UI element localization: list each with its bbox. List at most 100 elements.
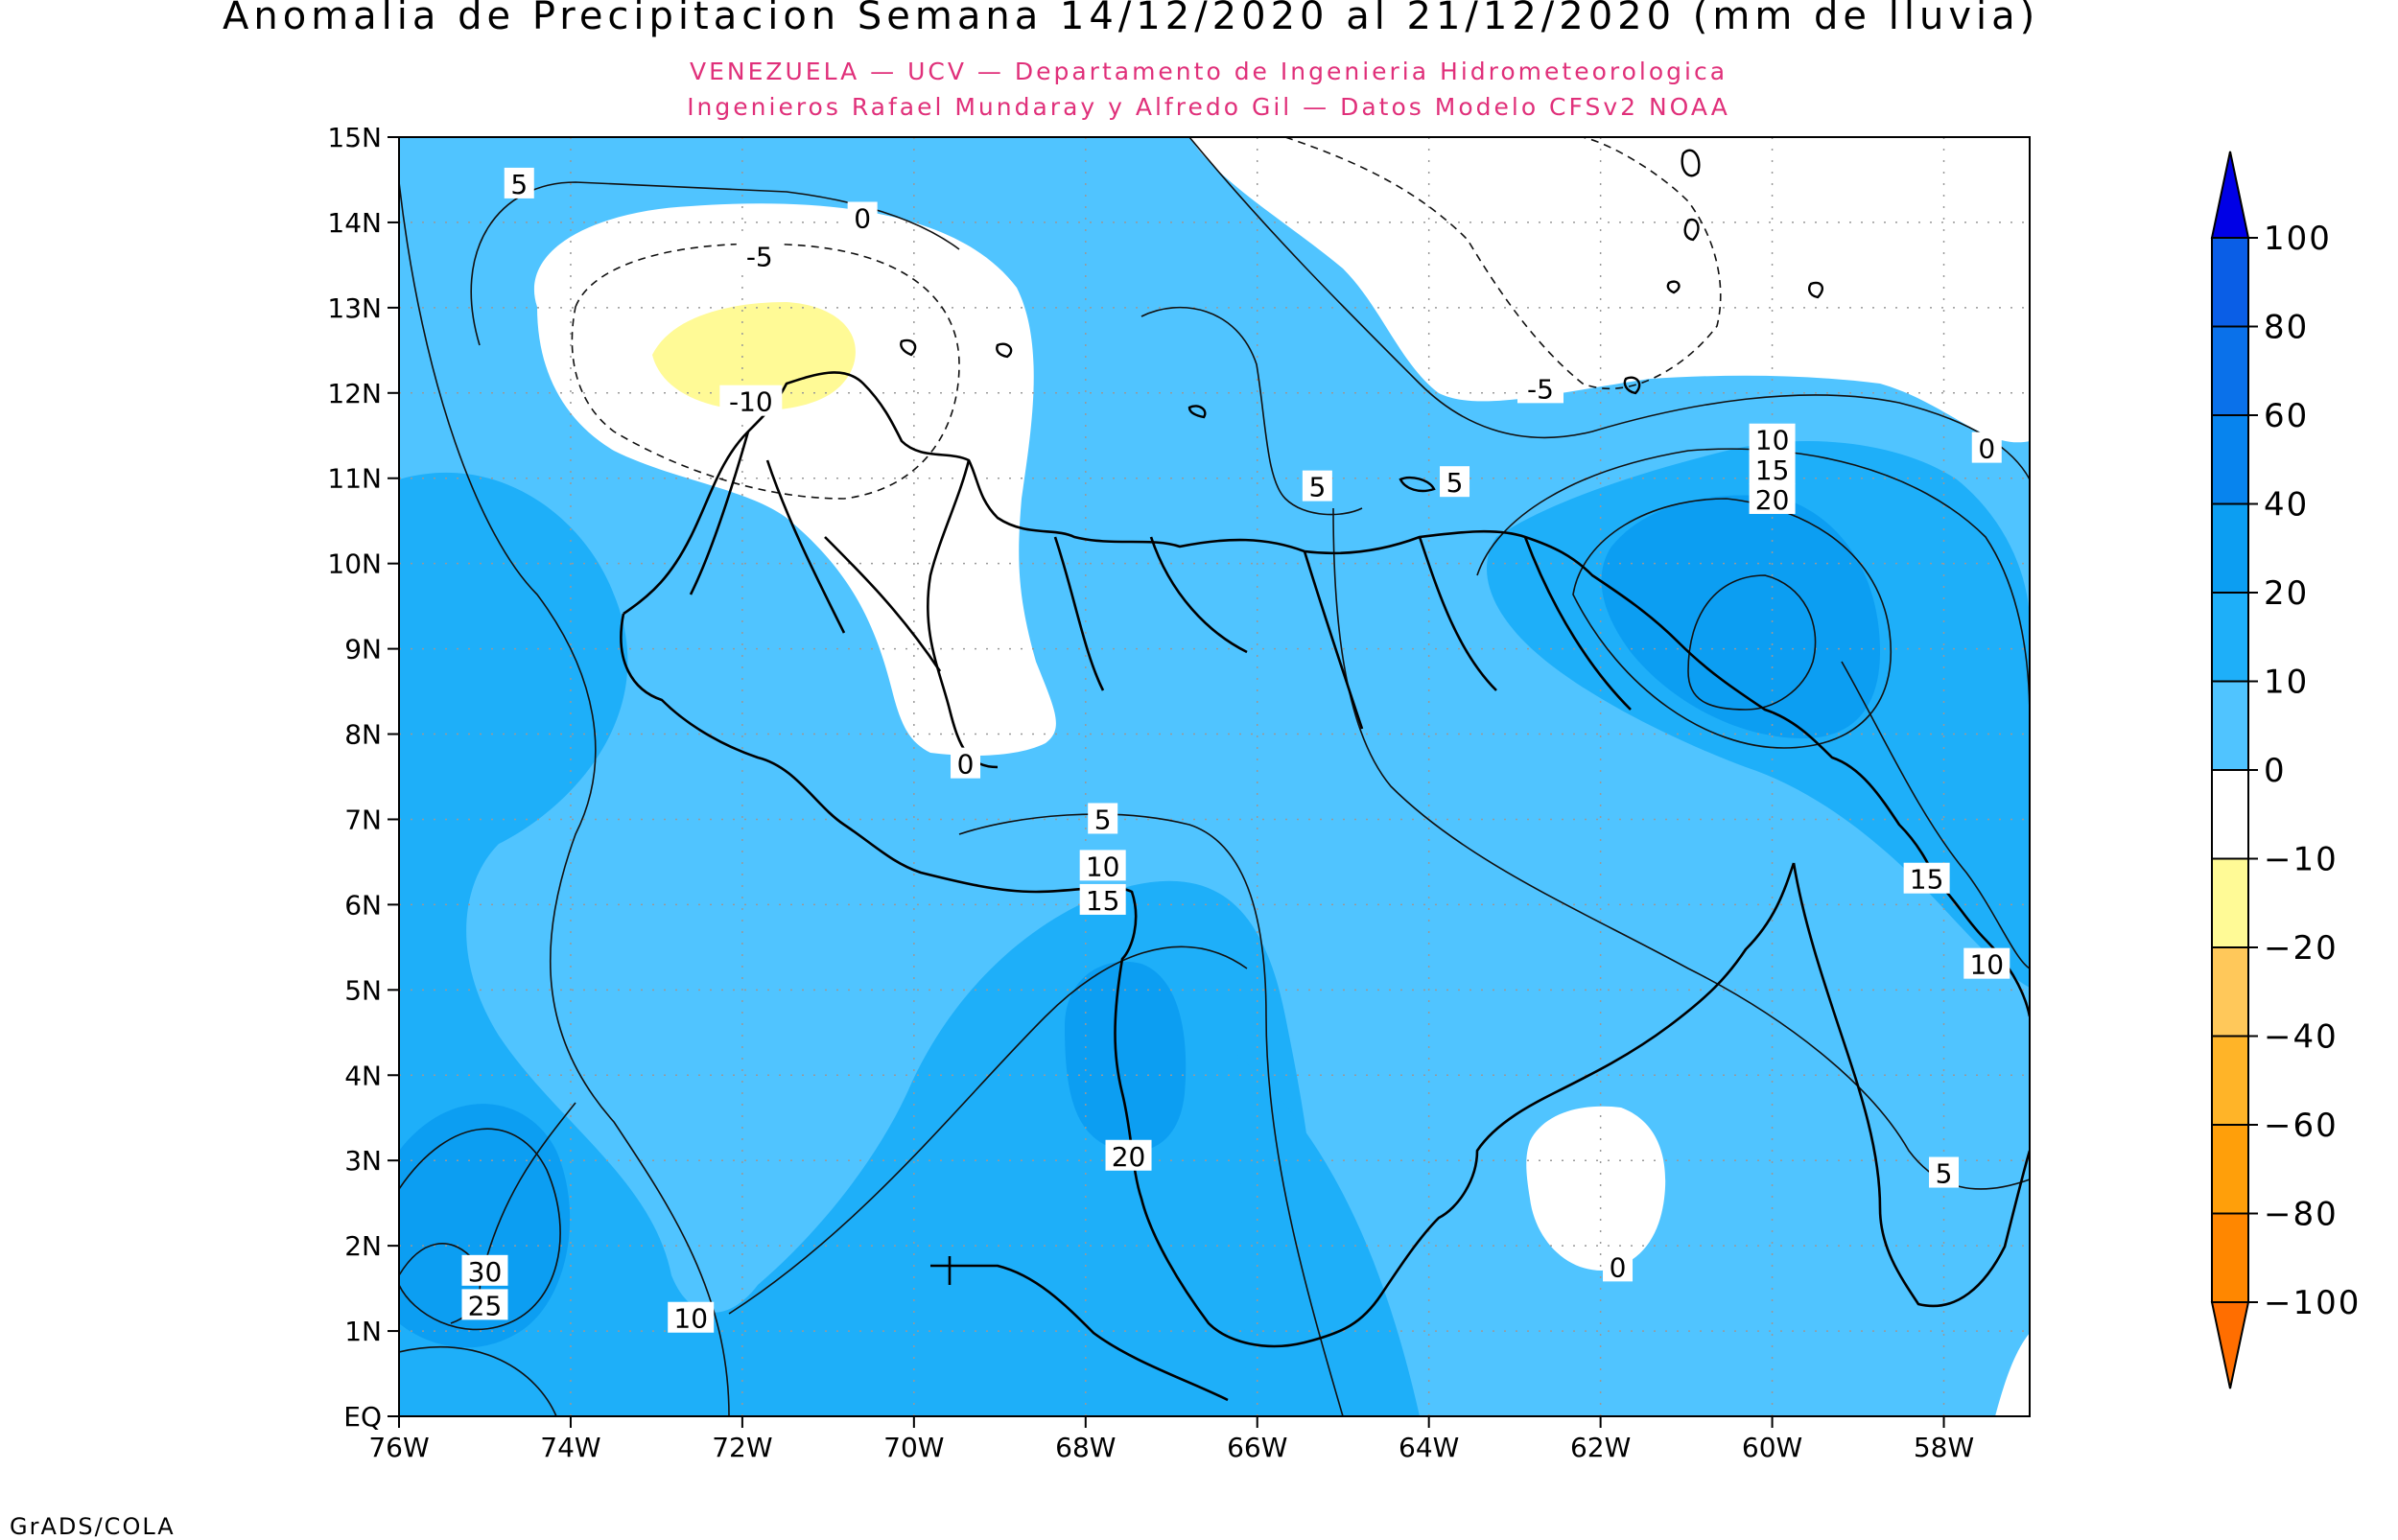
axis-ticks xyxy=(388,136,1945,1428)
y-tick-label: 7N xyxy=(344,804,382,835)
fill-negative-southeast xyxy=(1995,1333,2030,1416)
subtitle-authors: Ingenieros Rafael Mundaray y Alfredo Gil… xyxy=(687,93,1730,121)
colorbar-block xyxy=(2211,769,2249,860)
y-axis-labels: EQ 1N 2N 3N 4N 5N 6N 7N 8N 9N 10N 11N 12N 13N 14N 15N xyxy=(327,122,382,1433)
southern-border xyxy=(620,613,1796,1348)
contour-label-bg xyxy=(847,201,878,233)
colorbar-block xyxy=(2211,502,2249,594)
fill-negative-northeast xyxy=(1189,137,2030,443)
colorbar-label: 10 xyxy=(2264,664,2309,702)
contour-label: 5 xyxy=(510,169,528,200)
contour-label: 5 xyxy=(1308,472,1326,503)
contour-label: 15 xyxy=(1086,885,1120,917)
x-tick-label: 62W xyxy=(1570,1432,1631,1463)
y-tick-label: 14N xyxy=(327,207,382,239)
colorbar-block xyxy=(2211,325,2249,416)
contour-label: 10 xyxy=(1969,949,2004,981)
y-tick-label: 4N xyxy=(344,1060,382,1091)
contour-label: 10 xyxy=(673,1303,708,1335)
contour-label-bg xyxy=(1440,466,1470,498)
contour-label-bg xyxy=(1749,423,1796,455)
colorbar-label: 100 xyxy=(2264,220,2332,258)
contour-label-bg xyxy=(461,1254,508,1286)
contour-line xyxy=(399,1345,557,1416)
x-tick-label: 58W xyxy=(1914,1432,1974,1463)
contour-label-bg xyxy=(1105,1139,1152,1171)
guyana-border xyxy=(1792,862,2030,1308)
colorbar-block xyxy=(2211,1212,2249,1303)
contour-label-bg xyxy=(1517,372,1563,404)
colorbar-label: −20 xyxy=(2264,929,2339,968)
contour-label: 5 xyxy=(1936,1158,1953,1190)
coastline-border xyxy=(620,371,2030,1402)
x-axis-labels: 76W 74W 72W 70W 68W 66W 64W 62W 60W 58W xyxy=(368,1432,1974,1463)
fill-negative-south xyxy=(1526,1106,1666,1271)
contour-label: -10 xyxy=(729,386,773,418)
contour-label-bg xyxy=(736,240,783,271)
y-tick-label: 2N xyxy=(344,1230,382,1262)
contour-line xyxy=(399,1128,561,1331)
contour-line xyxy=(1572,498,1893,749)
contour-label-bg xyxy=(1302,470,1332,502)
y-tick-label: 11N xyxy=(327,463,382,495)
y-tick-label: 10N xyxy=(327,548,382,580)
y-tick-label: 6N xyxy=(344,889,382,921)
contour-line xyxy=(399,181,730,1416)
contour-line xyxy=(479,945,1248,1315)
colorbar-block xyxy=(2211,857,2249,948)
colorbar-block xyxy=(2211,1124,2249,1215)
fill-minus-10-to-minus-20 xyxy=(652,302,856,411)
colorbar-label: 0 xyxy=(2264,752,2287,790)
colombia-borders xyxy=(689,431,942,672)
y-tick-label: 12N xyxy=(327,378,382,409)
colorbar-block xyxy=(2211,237,2249,328)
state-borders xyxy=(1053,536,1632,730)
map-title: Anomalia de Precipitacion Semana 14/12/2… xyxy=(223,0,2040,38)
contour-label-bg xyxy=(461,1289,508,1320)
x-tick-label: 60W xyxy=(1742,1432,1802,1463)
y-tick-label: 13N xyxy=(327,292,382,324)
contour-label: 5 xyxy=(1446,467,1464,499)
x-tick-label: 74W xyxy=(540,1432,600,1463)
contour-label-bg xyxy=(1903,862,1950,894)
contour-label: 15 xyxy=(1755,455,1790,486)
contour-label: 10 xyxy=(1086,851,1120,882)
contour-label: 0 xyxy=(957,749,975,781)
y-tick-label: EQ xyxy=(343,1401,382,1433)
colorbar-label: −10 xyxy=(2264,841,2339,879)
x-tick-label: 66W xyxy=(1227,1432,1287,1463)
contour-line xyxy=(470,181,960,346)
contour-label: 25 xyxy=(468,1290,503,1321)
contour-line xyxy=(1140,306,1363,516)
contour-label: 20 xyxy=(1755,484,1790,516)
subtitle-institution: VENEZUELA — UCV — Departamento de Ingeni… xyxy=(689,58,1728,85)
contour-label-bg xyxy=(1088,803,1118,834)
contour-label: 30 xyxy=(468,1256,503,1288)
contour-line xyxy=(1332,507,2030,1190)
colorbar-label: 60 xyxy=(2264,397,2309,435)
contour-label-bg xyxy=(1603,1250,1634,1282)
contour-label-bg xyxy=(1079,850,1126,881)
x-tick-label: 76W xyxy=(368,1432,429,1463)
y-tick-label: 5N xyxy=(344,974,382,1006)
colorbar-top-arrow xyxy=(2210,151,2250,239)
contour-label-bg xyxy=(504,167,534,198)
x-tick-label: 64W xyxy=(1399,1432,1459,1463)
contour-label: -5 xyxy=(746,242,773,273)
colorbar-block xyxy=(2211,1035,2249,1126)
contour-label-bg xyxy=(719,385,783,416)
grads-credit: GrADS/COLA xyxy=(10,1513,176,1540)
contour-label-bg xyxy=(1963,947,2010,979)
contour-label: 5 xyxy=(1094,804,1112,835)
lake-maracaibo xyxy=(927,459,999,769)
anomaly-fill xyxy=(399,137,2030,1416)
colorbar-label: 80 xyxy=(2264,309,2309,347)
colorbar-block xyxy=(2211,414,2249,505)
brazil-border xyxy=(930,1256,1229,1402)
contour-line xyxy=(958,813,1344,1416)
contour-label-bg xyxy=(1749,482,1796,514)
contour-line xyxy=(1476,448,2030,720)
